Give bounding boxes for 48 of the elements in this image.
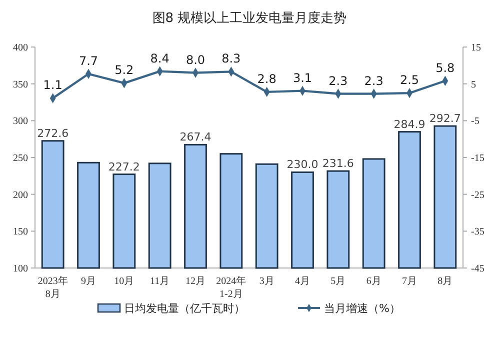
x-tick-label: 11月: [150, 276, 170, 287]
x-tick-label: 2024年 1-2月: [216, 275, 246, 300]
data-label: 2.3: [364, 74, 384, 88]
x-tick-label: 9月: [81, 276, 96, 287]
chart-title: 图8 规模以上工业发电量月度走势: [152, 10, 347, 26]
data-label: 2.5: [400, 73, 420, 88]
y2-tick-label: 15: [471, 42, 481, 54]
data-label: 2.3: [328, 74, 348, 88]
y-tick-label: 150: [13, 226, 28, 238]
data-label: 8.4: [150, 51, 170, 66]
data-label: 292.7: [429, 112, 461, 126]
y-tick-label: 100: [13, 264, 28, 274]
data-label: 227.2: [108, 160, 140, 174]
legend-label: 当月增速（%）: [324, 302, 400, 315]
data-label: 284.9: [394, 118, 426, 131]
y-tick-label: 400: [13, 42, 28, 54]
data-label: 2.8: [257, 72, 276, 86]
data-label: 8.0: [186, 52, 206, 67]
y-tick-label: 300: [13, 116, 28, 128]
data-label: 267.4: [180, 130, 212, 144]
legend-label: 日均发电量（亿千瓦时）: [124, 302, 245, 315]
data-label: 8.3: [222, 52, 241, 66]
x-tick-label: 2023年 8月: [38, 275, 68, 300]
x-tick-label: 3月: [259, 276, 274, 287]
y-tick-label: 250: [13, 153, 28, 164]
y-tick-label: 350: [13, 79, 28, 90]
y2-tick-label: 5: [471, 79, 476, 90]
x-tick-label: 7月: [402, 276, 417, 287]
y2-tick-label: -15: [471, 153, 484, 164]
data-label: 5.2: [114, 63, 134, 78]
y2-tick-label: -35: [471, 226, 484, 238]
data-label: 3.1: [292, 70, 312, 85]
x-tick-label: 10月: [114, 276, 134, 287]
x-tick-label: 6月: [366, 276, 382, 287]
data-label: 230.0: [286, 158, 318, 172]
x-tick-label: 5月: [330, 276, 346, 287]
data-label: 1.1: [43, 78, 62, 92]
x-tick-label: 8月: [438, 276, 453, 287]
x-tick-label: 4月: [295, 276, 310, 287]
data-label: 5.8: [436, 60, 455, 75]
y2-tick-label: -5: [471, 116, 480, 128]
x-tick-label: 12月: [186, 276, 206, 287]
data-label: 272.6: [37, 126, 69, 140]
data-label: 231.6: [322, 157, 354, 170]
y2-tick-label: -45: [471, 264, 484, 274]
y2-tick-label: -25: [471, 190, 484, 201]
y-tick-label: 200: [13, 190, 28, 201]
data-label: 7.7: [78, 54, 98, 68]
